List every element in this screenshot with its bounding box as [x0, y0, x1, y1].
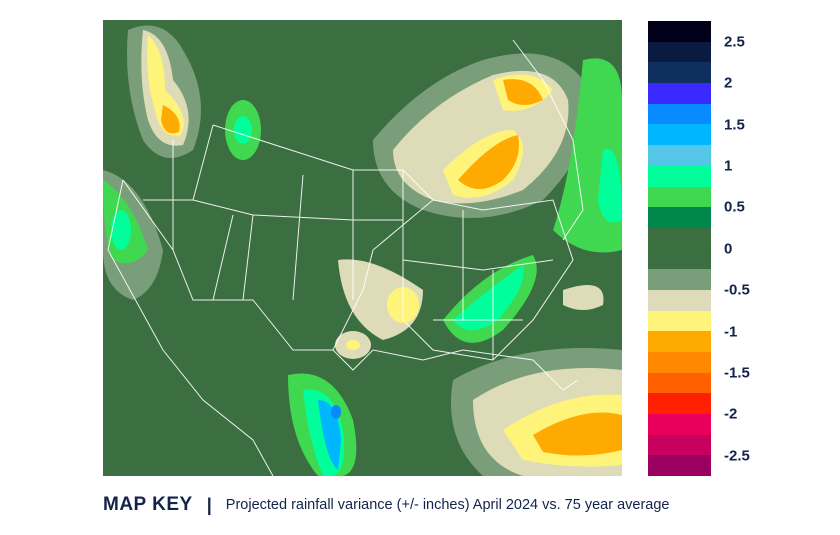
legend-label: -1.5 [724, 364, 750, 382]
legend-band [648, 62, 711, 84]
legend-band [648, 103, 711, 125]
legend-label: -2.5 [724, 447, 750, 465]
legend-band [648, 414, 711, 435]
legend-band [648, 41, 711, 63]
rainfall-variance-map [103, 20, 622, 476]
caption-separator: | [206, 494, 212, 515]
legend-band [648, 269, 711, 290]
legend-band [648, 21, 711, 42]
legend-label: 0 [724, 240, 733, 258]
legend-band [648, 186, 711, 208]
legend-label: 2.5 [724, 33, 745, 51]
legend-band [648, 393, 711, 415]
legend-band [648, 165, 711, 187]
legend-band [648, 455, 711, 477]
state-borders [107, 39, 584, 476]
legend-band [648, 124, 711, 146]
legend-band [648, 434, 711, 456]
legend-label: 1 [724, 157, 733, 175]
legend-band [648, 248, 711, 270]
legend-band [648, 372, 711, 394]
legend-band [648, 227, 711, 249]
map-caption: MAP KEY | Projected rainfall variance (+… [103, 494, 669, 516]
legend-band [648, 310, 711, 332]
legend-label: 1.5 [724, 116, 745, 133]
legend-band [648, 145, 711, 166]
legend-label: -1 [724, 323, 738, 340]
legend-band [648, 331, 711, 352]
legend-label: 2 [724, 74, 733, 92]
map-key-title: MAP KEY [103, 494, 193, 515]
legend-label: -0.5 [724, 281, 750, 299]
legend-band [648, 289, 711, 311]
legend-band [648, 207, 711, 228]
legend-label: 0.5 [724, 198, 745, 216]
legend-band [648, 352, 711, 373]
legend-band [648, 83, 711, 104]
legend-label: -2 [724, 405, 738, 423]
map-description: Projected rainfall variance (+/- inches)… [225, 497, 670, 513]
color-scale-legend [648, 21, 711, 477]
